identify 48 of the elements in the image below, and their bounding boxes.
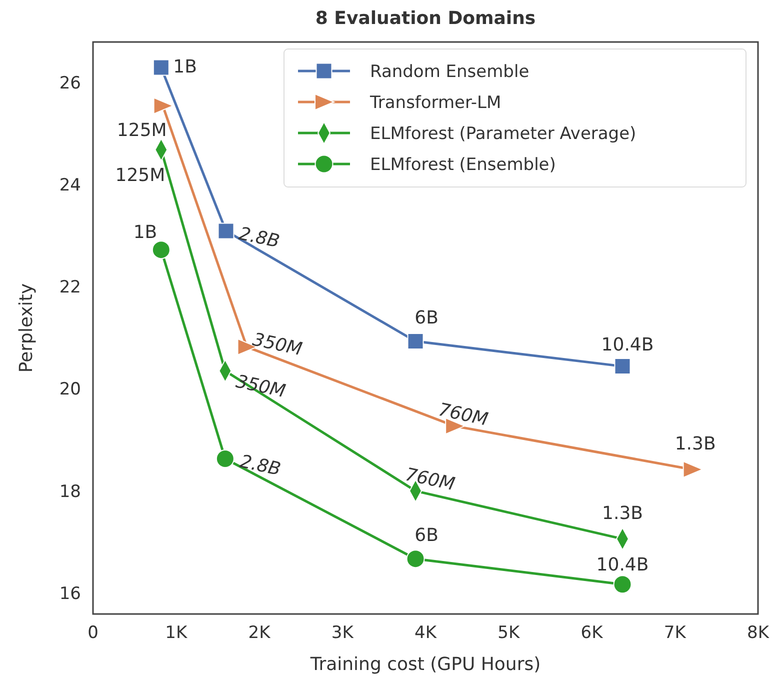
legend-label: ELMforest (Parameter Average) [370,124,636,144]
point [613,575,632,594]
x-tick-label: 7K [664,623,687,644]
x-tick-label: 0 [88,623,98,644]
y-tick-label: 18 [59,482,81,502]
annotation: 10.4B [596,554,649,576]
x-tick-label: 1K [165,623,188,644]
annotation: 1.3B [674,433,716,454]
x-tick-label: 8K [747,623,770,644]
annotation: 760M [403,464,458,496]
annotation: 125M [115,164,166,186]
point [152,240,170,260]
y-axis-title: Perplexity [16,283,37,373]
x-tick-label: 5K [498,623,520,644]
point [216,450,234,468]
legend-label: Random Ensemble [370,62,530,82]
y-tick-label: 22 [59,278,81,298]
y-tick-label: 24 [59,175,81,196]
x-tick-label: 3K [331,623,354,644]
x-tick-label: 2K [248,623,272,644]
legend-label: ELMforest (Ensemble) [370,155,556,175]
annotation: 2.8B [238,451,283,480]
annotation: 1.3B [602,502,643,524]
point [152,59,170,76]
x-tick-label: 4K [414,623,438,644]
point [407,333,424,350]
point [406,550,425,568]
annotation: 2.8B [236,223,282,252]
annotation: 10.4B [601,334,654,356]
y-tick-label: 20 [59,380,81,400]
annotation: 1B [173,56,197,78]
point [218,222,234,240]
x-tick-label: 6K [580,623,604,644]
point [614,358,631,375]
y-tick-label: 16 [59,584,81,604]
annotation: 6B [414,307,438,328]
y-tick-label: 26 [59,73,81,94]
annotation: 6B [414,524,438,546]
annotation: 1B [133,222,158,243]
annotation: 350M [234,371,288,402]
legend-label: Transformer-LM [369,93,502,113]
annotation: 760M [436,399,490,430]
annotation: 350M [250,329,304,360]
point [153,97,174,114]
chart-title: 8 Evaluation Domains [315,8,536,29]
point [682,460,703,478]
annotation: 125M [116,120,167,141]
x-axis-title: Training cost (GPU Hours) [309,654,541,675]
